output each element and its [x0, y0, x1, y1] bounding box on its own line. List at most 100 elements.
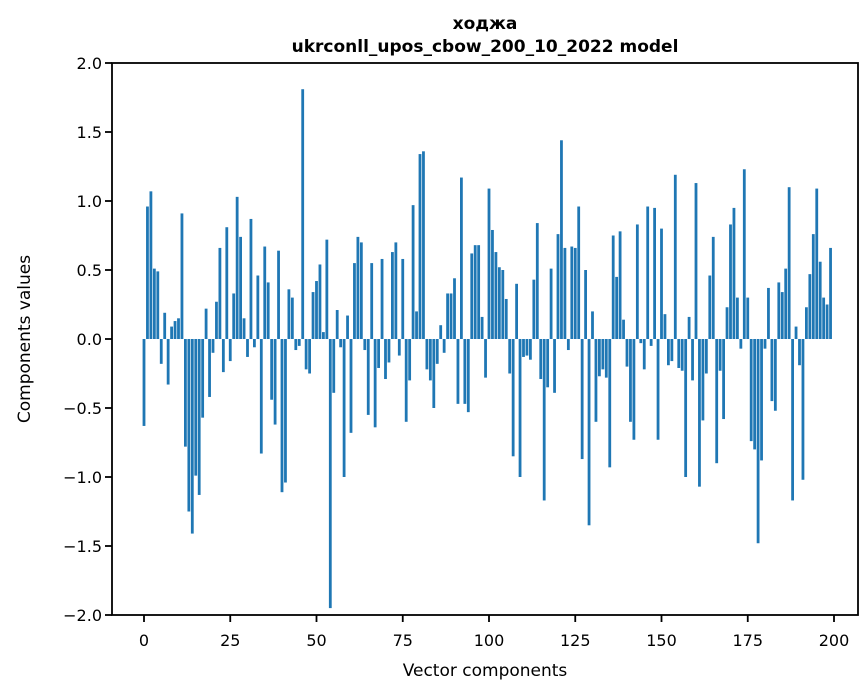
bar	[663, 314, 667, 339]
bar	[560, 140, 563, 339]
x-tick-label: 175	[732, 631, 763, 650]
bar	[318, 264, 322, 339]
bar	[791, 339, 794, 501]
chart-subtitle: ukrconll_upos_cbow_200_10_2022 model	[292, 37, 679, 57]
bar	[556, 234, 560, 339]
bar	[642, 339, 646, 370]
x-tick-label: 0	[139, 631, 149, 650]
bar	[742, 169, 746, 339]
bar	[711, 236, 715, 339]
bar	[211, 339, 215, 353]
bar	[691, 339, 694, 381]
bar	[736, 297, 739, 339]
bar	[204, 308, 208, 339]
bar	[239, 236, 242, 339]
bar	[366, 339, 370, 415]
bar	[566, 339, 570, 351]
bar	[618, 231, 622, 339]
y-tick-label: −1.0	[63, 468, 102, 487]
bar	[156, 271, 160, 339]
bar	[563, 247, 567, 339]
bar	[380, 258, 384, 339]
x-axis-label: Vector components	[403, 661, 568, 681]
bar	[687, 316, 691, 339]
y-tick-label: 0.0	[77, 330, 102, 349]
bar	[173, 321, 177, 339]
bars-group	[142, 89, 832, 609]
bar	[708, 275, 712, 339]
bar	[391, 252, 394, 339]
bar	[163, 312, 167, 339]
bar	[287, 289, 291, 339]
bar	[425, 339, 429, 370]
bar	[142, 339, 146, 426]
bar	[277, 250, 280, 339]
y-tick-label: 1.5	[77, 123, 102, 142]
bar	[194, 339, 198, 476]
chart-title: ходжа	[453, 14, 518, 34]
bar	[463, 339, 467, 404]
bar	[684, 339, 688, 477]
bar	[604, 339, 608, 378]
bar	[811, 234, 815, 339]
bar	[767, 287, 770, 339]
bar	[435, 339, 439, 364]
bar	[656, 339, 660, 440]
bar	[280, 339, 284, 493]
bar	[529, 339, 532, 360]
bar	[232, 293, 236, 339]
bar	[494, 252, 498, 339]
bar	[825, 304, 829, 339]
bar	[384, 339, 387, 380]
bar	[335, 310, 339, 339]
x-tick-label: 25	[220, 631, 240, 650]
bar	[332, 339, 336, 393]
bar	[753, 339, 757, 450]
bar	[608, 339, 612, 468]
bar	[439, 325, 443, 339]
x-tick-label: 200	[819, 631, 850, 650]
bar	[449, 293, 453, 339]
bar	[515, 283, 518, 339]
bar	[404, 339, 408, 422]
x-tick-label: 150	[646, 631, 677, 650]
bar	[266, 282, 270, 339]
y-tick-label: −2.0	[63, 606, 102, 625]
bar	[542, 339, 546, 501]
bar	[401, 258, 405, 339]
bar	[504, 298, 508, 339]
bar	[670, 339, 674, 362]
bar	[535, 223, 539, 339]
bar	[653, 207, 656, 339]
bar	[322, 332, 325, 339]
axes-spines	[111, 62, 859, 616]
bar	[694, 183, 698, 339]
bar	[180, 213, 184, 339]
bar	[190, 339, 194, 534]
bar	[577, 206, 581, 339]
x-tick-label: 50	[306, 631, 326, 650]
bar	[256, 275, 260, 339]
bar	[701, 339, 705, 421]
bar	[739, 339, 743, 349]
bar	[580, 339, 584, 460]
bar	[680, 339, 684, 371]
bar	[301, 89, 305, 339]
bar	[466, 339, 470, 413]
y-tick-label: 1.0	[77, 192, 102, 211]
bar	[673, 174, 677, 339]
bar	[635, 224, 639, 339]
bar	[539, 339, 543, 380]
bar	[259, 339, 263, 454]
bar	[570, 246, 574, 339]
bar	[263, 246, 267, 339]
bar	[749, 339, 753, 442]
bar	[456, 339, 460, 404]
bar	[477, 245, 481, 339]
bar	[170, 326, 173, 339]
bar	[549, 268, 553, 339]
bar	[370, 263, 374, 339]
bar	[677, 339, 681, 368]
bar	[594, 339, 598, 422]
